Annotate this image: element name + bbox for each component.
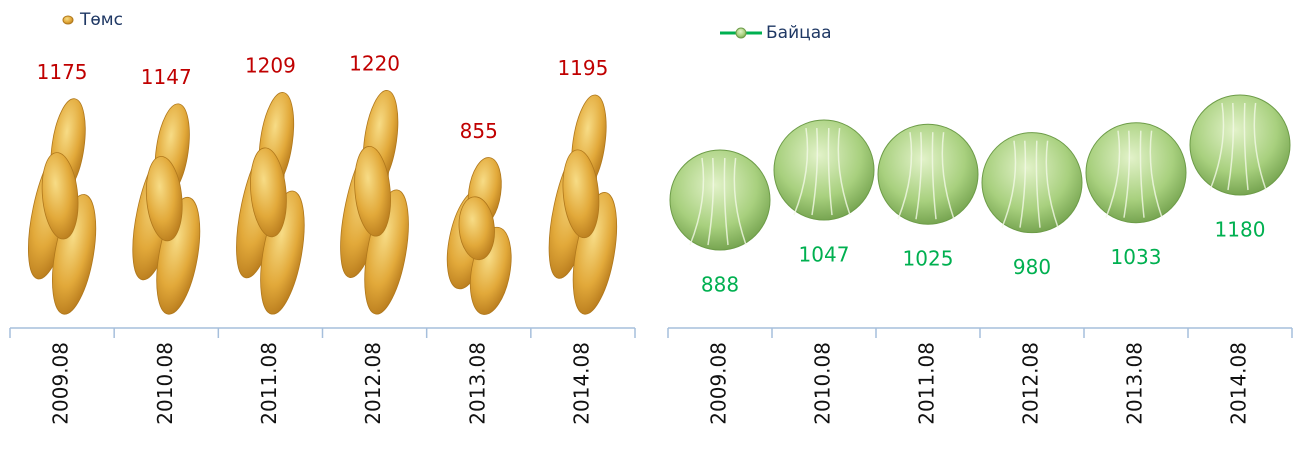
value-label: 1220 <box>349 52 400 76</box>
value-label: 1209 <box>245 54 296 78</box>
cabbage-marker <box>1086 123 1186 223</box>
x-tick-label: 2010.08 <box>811 342 835 425</box>
cabbage-marker <box>774 120 874 220</box>
value-label: 980 <box>1013 255 1051 279</box>
x-tick-label: 2013.08 <box>465 342 489 425</box>
value-label: 888 <box>701 273 739 297</box>
cabbage-head <box>982 133 1082 233</box>
potato-bar <box>227 90 312 317</box>
potato-bar <box>123 102 207 318</box>
page: {"chart_data": [ {"type": "bar", "catego… <box>0 0 1301 452</box>
value-label: 1180 <box>1215 218 1266 242</box>
cabbage-head <box>1190 95 1290 195</box>
value-label: 1175 <box>37 60 88 84</box>
potato-bar <box>439 155 517 317</box>
cabbage-marker <box>878 124 978 224</box>
x-tick-label: 2012.08 <box>361 342 385 425</box>
cabbage-head <box>1086 123 1186 223</box>
x-tick-label: 2011.08 <box>257 342 281 425</box>
value-label: 855 <box>460 119 498 143</box>
x-tick-label: 2009.08 <box>707 342 731 425</box>
x-tick-label: 2012.08 <box>1019 342 1043 425</box>
legend-label: Байцаа <box>766 23 832 43</box>
value-label: 1047 <box>799 243 850 267</box>
cabbage-marker <box>670 150 770 250</box>
cabbage-head <box>670 150 770 250</box>
cabbage-marker <box>982 133 1082 233</box>
legend-label: Төмс <box>79 10 123 30</box>
chart: 2009.08 2010.08 2011.08 2012.08 2013.08 2014.… <box>0 0 1301 448</box>
x-tick-label: 2011.08 <box>915 342 939 425</box>
x-tick-label: 2009.08 <box>49 342 73 425</box>
value-label: 1195 <box>557 56 608 80</box>
x-tick-label: 2010.08 <box>153 342 177 425</box>
legend-marker <box>63 16 73 24</box>
x-tick-label: 2013.08 <box>1123 342 1147 425</box>
potato-bar <box>19 97 104 318</box>
x-tick-label: 2014.08 <box>569 342 593 425</box>
value-label: 1025 <box>903 247 954 271</box>
x-tick-label: 2014.08 <box>1227 342 1251 425</box>
value-label: 1147 <box>141 65 192 89</box>
potato-bar <box>539 93 624 318</box>
cabbage-marker <box>1190 95 1290 195</box>
legend-marker <box>736 28 746 38</box>
value-label: 1033 <box>1111 245 1162 269</box>
cabbage-head <box>774 120 874 220</box>
potato-bar <box>331 88 417 317</box>
cabbage-head <box>878 124 978 224</box>
